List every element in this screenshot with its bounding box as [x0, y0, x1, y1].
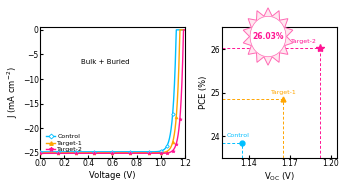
Y-axis label: J (mA cm$^{-2}$): J (mA cm$^{-2}$)	[6, 67, 20, 118]
Text: Target-1: Target-1	[272, 90, 297, 95]
Polygon shape	[243, 8, 293, 65]
Text: Bulk + Buried: Bulk + Buried	[81, 59, 129, 65]
Legend: Control, Target-1, Target-2: Control, Target-1, Target-2	[45, 133, 84, 153]
Circle shape	[250, 16, 286, 57]
Y-axis label: PCE (%): PCE (%)	[199, 76, 208, 109]
Text: Control: Control	[227, 133, 249, 138]
Text: 26.03%: 26.03%	[252, 32, 284, 41]
Text: Target-2: Target-2	[291, 39, 317, 44]
X-axis label: V$_{\rm OC}$ (V): V$_{\rm OC}$ (V)	[264, 171, 295, 184]
X-axis label: Voltage (V): Voltage (V)	[89, 171, 136, 180]
